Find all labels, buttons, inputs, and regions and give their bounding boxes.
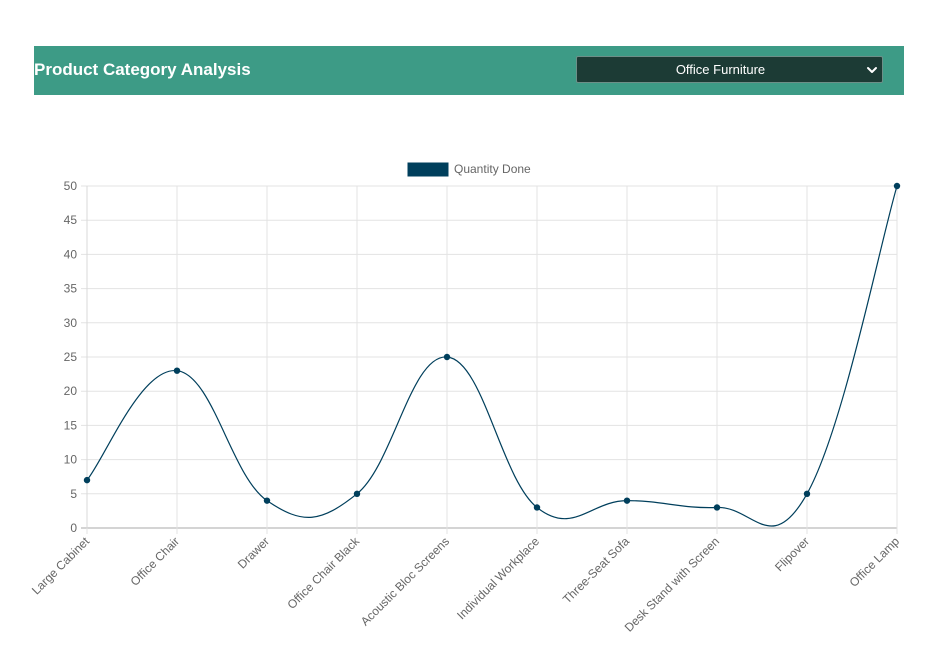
x-tick-label: Flipover [772,534,812,574]
data-point[interactable] [443,353,451,361]
page-header: Product Category Analysis Office Furnitu… [34,46,904,95]
category-select-value: Office Furniture [675,62,766,77]
y-tick-label: 40 [64,247,78,261]
data-point[interactable] [173,367,181,374]
chevron-down-icon [867,67,877,73]
x-tick-label: Individual Workplace [454,534,542,622]
data-point[interactable] [353,490,361,497]
data-point[interactable] [533,504,541,511]
y-tick-label: 35 [64,282,78,296]
x-tick-label: Desk Stand with Screen [622,534,722,634]
category-select[interactable]: Office Furniture [576,56,883,83]
y-tick-label: 10 [64,453,78,467]
x-tick-label: Office Chair Black [284,534,362,612]
data-point[interactable] [623,497,631,504]
legend-swatch[interactable] [407,162,449,177]
page-title: Product Category Analysis [34,60,251,79]
series-line [86,185,898,527]
y-tick-label: 45 [64,213,78,227]
y-tick-label: 0 [70,521,77,535]
legend-label[interactable]: Quantity Done [454,162,531,176]
x-tick-label: Office Lamp [847,534,903,590]
x-tick-label: Large Cabinet [29,534,93,598]
data-point[interactable] [263,497,271,504]
y-tick-label: 5 [70,487,77,501]
x-tick-label: Acoustic Bloc Screens [358,534,452,628]
y-tick-label: 20 [64,384,78,398]
data-point[interactable] [803,490,811,497]
x-tick-label: Office Chair [128,534,183,589]
y-tick-label: 15 [64,418,78,432]
y-tick-label: 25 [64,350,78,364]
data-point[interactable] [713,504,721,511]
data-point[interactable] [83,476,91,484]
x-tick-label: Drawer [235,534,272,571]
data-point[interactable] [893,182,901,190]
y-tick-label: 50 [64,179,78,193]
x-tick-label: Three-Seat Sofa [560,534,632,606]
y-tick-label: 30 [64,316,78,330]
